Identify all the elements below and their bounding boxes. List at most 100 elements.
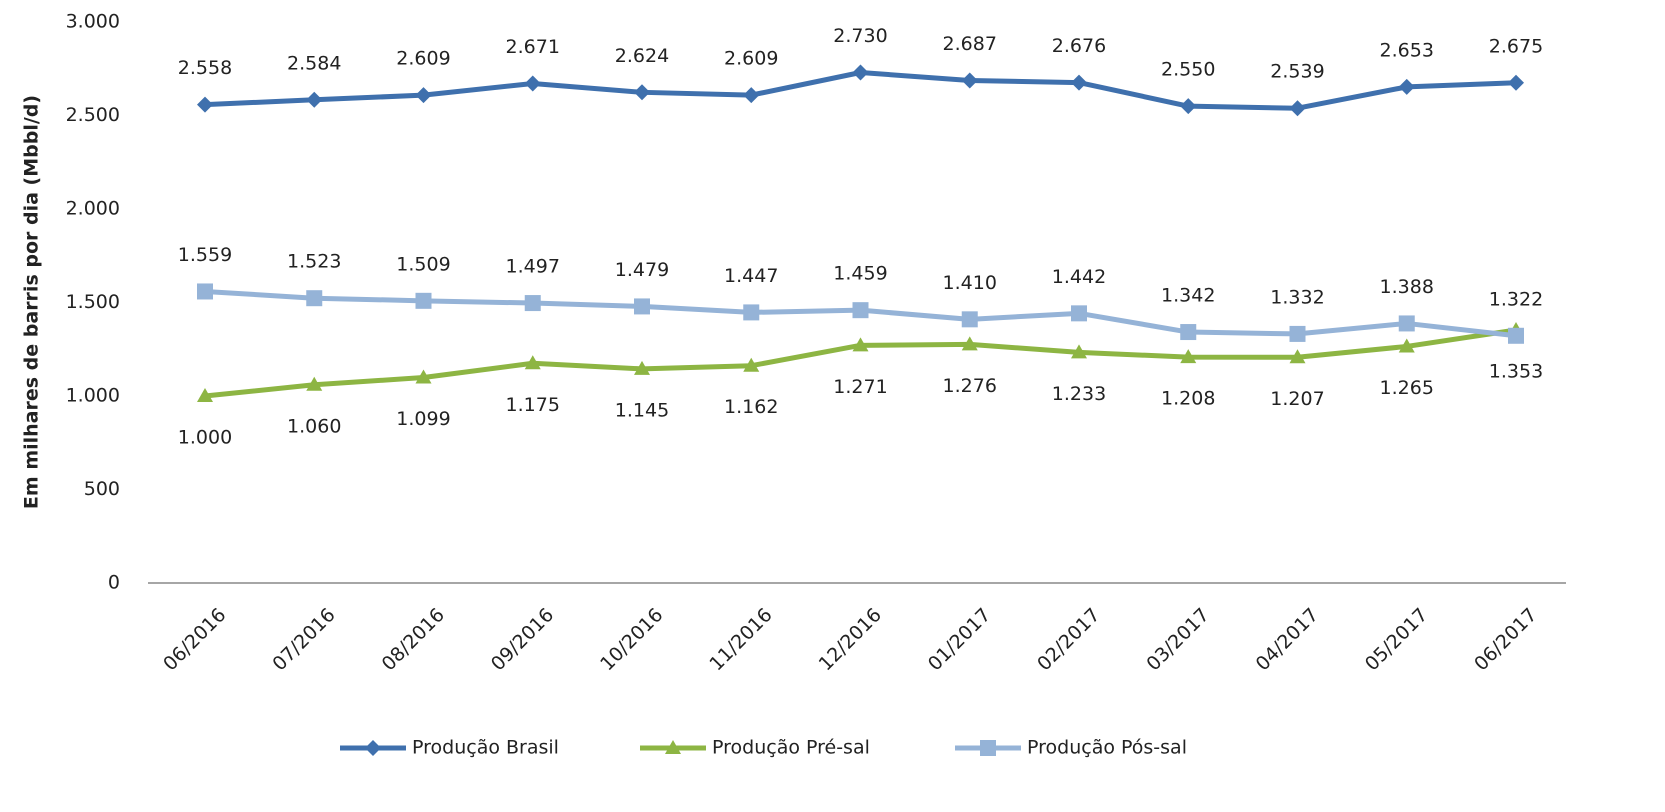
data-label: 1.388	[1380, 276, 1434, 298]
y-tick-label: 2.000	[66, 198, 120, 220]
point	[1508, 74, 1524, 91]
data-label: 1.208	[1161, 388, 1215, 410]
data-label: 1.447	[724, 265, 778, 287]
data-label: 1.145	[615, 399, 669, 421]
data-label: 1.233	[1052, 383, 1106, 405]
point	[197, 388, 213, 402]
x-tick-label: 03/2017	[1142, 604, 1213, 675]
point	[306, 290, 323, 307]
point	[524, 75, 541, 92]
data-label: 2.624	[615, 45, 669, 67]
data-label: 2.539	[1270, 61, 1324, 83]
data-label: 1.099	[396, 408, 450, 430]
point	[415, 369, 432, 384]
data-label: 1.265	[1380, 377, 1434, 399]
legend-marker	[665, 740, 681, 754]
legend-label: Produção Pós-sal	[1027, 737, 1187, 759]
data-label: 1.459	[833, 263, 887, 285]
data-label: 2.550	[1161, 59, 1215, 81]
data-label: 1.000	[178, 427, 232, 449]
x-tick-label: 05/2017	[1361, 604, 1432, 675]
data-label: 1.442	[1052, 266, 1106, 288]
x-tick-label: 08/2016	[378, 604, 449, 675]
data-label: 2.730	[833, 25, 887, 47]
data-label: 2.558	[178, 57, 232, 79]
x-tick-label: 09/2016	[487, 604, 558, 675]
data-label: 1.175	[506, 394, 560, 416]
y-tick-label: 0	[108, 572, 120, 594]
point	[743, 304, 760, 321]
x-tick-label: 04/2017	[1252, 604, 1323, 675]
x-tick-label: 02/2017	[1033, 604, 1104, 675]
point	[306, 376, 323, 391]
legend-label: Produção Brasil	[412, 737, 559, 759]
point	[852, 64, 869, 81]
point	[961, 311, 978, 328]
x-tick-label: 06/2017	[1470, 604, 1541, 675]
point	[743, 87, 760, 104]
data-label: 2.653	[1380, 39, 1434, 61]
legend-marker	[980, 740, 996, 756]
data-label: 1.322	[1489, 288, 1543, 310]
x-tick-label: 11/2016	[705, 604, 776, 675]
data-label: 1.060	[287, 415, 341, 437]
x-tick-label: 06/2016	[159, 604, 230, 675]
x-tick-label: 07/2016	[268, 604, 339, 675]
point	[1071, 305, 1087, 322]
point	[1180, 324, 1197, 341]
x-tick-label: 12/2016	[815, 604, 886, 675]
point	[524, 355, 541, 370]
point	[1071, 74, 1087, 91]
point	[961, 72, 978, 89]
data-label: 2.687	[943, 33, 997, 55]
y-tick-label: 500	[84, 478, 120, 500]
data-label: 1.342	[1161, 285, 1215, 307]
data-label: 1.497	[506, 256, 560, 278]
y-tick-label: 3.000	[66, 11, 120, 33]
y-axis-title: Em milhares de barris por dia (Mbbl/d)	[21, 95, 43, 509]
y-tick-label: 2.500	[66, 104, 120, 126]
data-label: 2.584	[287, 52, 341, 74]
data-label: 1.479	[615, 259, 669, 281]
data-label: 1.410	[943, 272, 997, 294]
data-label: 1.353	[1489, 360, 1543, 382]
data-label: 2.609	[724, 48, 778, 70]
point	[197, 96, 213, 113]
data-label: 1.162	[724, 396, 778, 418]
point	[1398, 78, 1415, 95]
x-tick-label: 10/2016	[596, 604, 667, 675]
data-label: 1.271	[833, 376, 887, 398]
point	[1071, 344, 1087, 359]
point	[852, 337, 869, 352]
point	[1180, 98, 1197, 115]
point	[1180, 349, 1197, 364]
point	[1289, 325, 1306, 342]
x-tick-label: 01/2017	[924, 604, 995, 675]
legend-marker	[365, 740, 381, 756]
point	[743, 357, 760, 372]
point	[306, 91, 323, 108]
point	[415, 87, 432, 104]
point	[197, 283, 213, 300]
point	[1398, 315, 1415, 332]
y-tick-label: 1.000	[66, 385, 120, 407]
point	[524, 295, 541, 312]
point	[852, 302, 869, 319]
data-label: 2.609	[396, 48, 450, 70]
point	[634, 360, 650, 375]
data-label: 1.559	[178, 244, 232, 266]
point	[415, 292, 432, 309]
point	[634, 84, 650, 101]
y-tick-label: 1.500	[66, 291, 120, 313]
data-label: 1.276	[943, 375, 997, 397]
data-label: 2.671	[506, 36, 560, 58]
point	[1508, 327, 1524, 344]
data-label: 1.332	[1270, 286, 1324, 308]
point	[1398, 338, 1415, 353]
point	[634, 298, 650, 315]
point	[1289, 349, 1306, 364]
data-label: 2.675	[1489, 35, 1543, 57]
legend-label: Produção Pré-sal	[712, 737, 870, 759]
data-label: 2.676	[1052, 35, 1106, 57]
